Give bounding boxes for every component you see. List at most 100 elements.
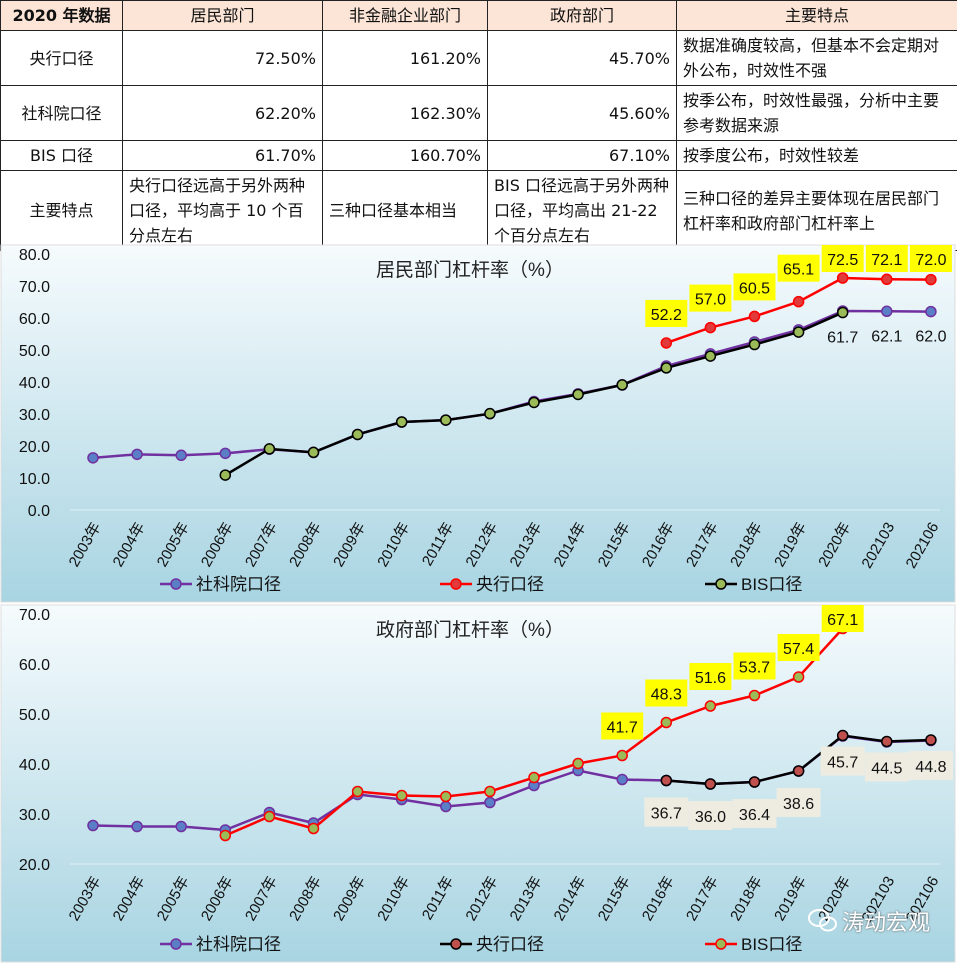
data-point: [528, 771, 540, 784]
y-tick-label: 50.0: [19, 343, 50, 360]
data-point: [748, 310, 761, 323]
data-point: [704, 778, 717, 790]
cell-household: 61.70%: [122, 140, 323, 171]
data-point: [660, 362, 673, 374]
y-tick-label: 80.0: [19, 247, 50, 264]
data-point: [704, 350, 717, 362]
data-label-box: [777, 634, 820, 661]
legend-marker: [450, 938, 462, 950]
y-tick-label: 20.0: [19, 439, 50, 456]
data-label-box: [908, 751, 953, 780]
chart-title: 政府部门杠杆率（%）: [376, 619, 564, 641]
table-row: BIS 口径 61.70% 160.70% 67.10% 按季度公布，时效性较差: [0, 140, 957, 171]
y-tick-label: 10.0: [19, 471, 50, 488]
data-point: [792, 671, 805, 683]
data-point: [219, 829, 232, 842]
data-label-box: [865, 245, 908, 272]
data-label: 41.7: [607, 720, 638, 737]
data-point: [440, 800, 452, 813]
data-point: [572, 757, 584, 770]
row-label: 社科院口径: [0, 85, 123, 141]
data-point: [660, 337, 673, 349]
data-point: [881, 305, 893, 318]
legend-marker: [170, 938, 182, 950]
data-label: 36.7: [651, 806, 682, 823]
data-point: [263, 810, 276, 823]
data-label: 45.7: [827, 755, 858, 772]
data-point: [792, 765, 805, 777]
household-leverage-chart: 0.0 10.0 20.0 30.0 40.0 50.0 60.0 70.0 80.0 居民部门杠…: [0, 244, 956, 603]
y-tick-label: 40.0: [19, 757, 50, 774]
legend-label: 社科院口径: [196, 575, 281, 594]
legend-marker: [715, 578, 727, 590]
cell-feature: 按季度公布，时效性较差: [676, 140, 957, 171]
data-point: [748, 338, 761, 351]
column-header: 主要特点: [676, 0, 957, 31]
data-label: 44.8: [915, 759, 946, 776]
data-point: [440, 414, 452, 426]
data-label-box: [601, 712, 644, 740]
data-label-box: [864, 752, 909, 782]
y-tick-label: 70.0: [19, 607, 50, 624]
cell-corporate: 161.20%: [322, 30, 488, 86]
data-label: 61.7: [827, 330, 858, 347]
y-tick-label: 30.0: [19, 407, 50, 424]
data-point: [836, 729, 849, 742]
row-label: 主要特点: [0, 170, 123, 251]
cell-feature: 数据准确度较高，但基本不会定期对外公布，时效性不强: [676, 30, 957, 86]
data-point: [616, 749, 628, 762]
data-label-box: [820, 746, 865, 776]
data-label-box: [909, 245, 952, 272]
data-label-box: [645, 299, 688, 327]
y-tick-label: 20.0: [19, 857, 50, 874]
table-header-row: 2020 年数据 居民部门 非金融企业部门 政府部门 主要特点: [0, 0, 957, 31]
data-point: [616, 773, 628, 786]
data-point: [219, 447, 232, 460]
data-label: 62.1: [871, 328, 902, 345]
data-point: [748, 776, 761, 788]
data-label-box: [821, 245, 864, 272]
data-label-box: [689, 663, 732, 690]
data-point: [131, 448, 143, 461]
y-tick-label: 60.0: [19, 657, 50, 674]
data-point: [616, 379, 628, 391]
data-label-box: [732, 799, 777, 828]
legend-label: 央行口径: [476, 935, 544, 954]
cell-corporate: 三种口径基本相当: [322, 170, 488, 251]
cell-household: 72.50%: [122, 30, 323, 86]
column-header: 非金融企业部门: [322, 0, 488, 31]
data-point: [836, 272, 849, 284]
watermark-text: 涛动宏观: [842, 911, 931, 936]
y-tick-label: 30.0: [19, 807, 50, 824]
y-tick-label: 60.0: [19, 311, 50, 328]
data-point: [307, 446, 320, 459]
data-point: [925, 273, 937, 286]
data-point: [925, 305, 937, 318]
cell-feature: 三种口径的差异主要体现在居民部门杠杆率和政府部门杠杆率上: [676, 170, 957, 251]
data-label: 57.0: [695, 292, 726, 309]
y-tick-label: 50.0: [19, 707, 50, 724]
data-label: 38.6: [783, 796, 814, 813]
data-point: [307, 822, 320, 835]
data-point: [572, 388, 584, 401]
data-point: [219, 469, 232, 481]
legend-marker: [450, 578, 462, 590]
leverage-comparison-table: 2020 年数据 居民部门 非金融企业部门 政府部门 主要特点 央行口径 72.…: [0, 0, 957, 251]
data-label: 65.1: [783, 262, 814, 279]
column-header: 居民部门: [122, 0, 323, 31]
data-label: 36.0: [695, 809, 726, 826]
wechat-icon: [808, 909, 837, 932]
chart-background: [0, 604, 956, 963]
data-label: 52.2: [651, 307, 682, 324]
data-label: 48.3: [651, 687, 682, 704]
cell-government: BIS 口径远高于另外两种口径，平均高出 21-22 个百分点左右: [487, 170, 677, 251]
data-label-box: [644, 797, 689, 827]
legend-marker: [715, 938, 727, 950]
data-point: [395, 789, 408, 802]
cell-corporate: 160.70%: [322, 140, 488, 171]
data-label-box: [776, 788, 821, 817]
data-label: 72.5: [827, 252, 858, 269]
table-row: 央行口径 72.50% 161.20% 45.70% 数据准确度较高，但基本不会…: [0, 30, 957, 86]
data-label: 72.1: [871, 252, 902, 269]
